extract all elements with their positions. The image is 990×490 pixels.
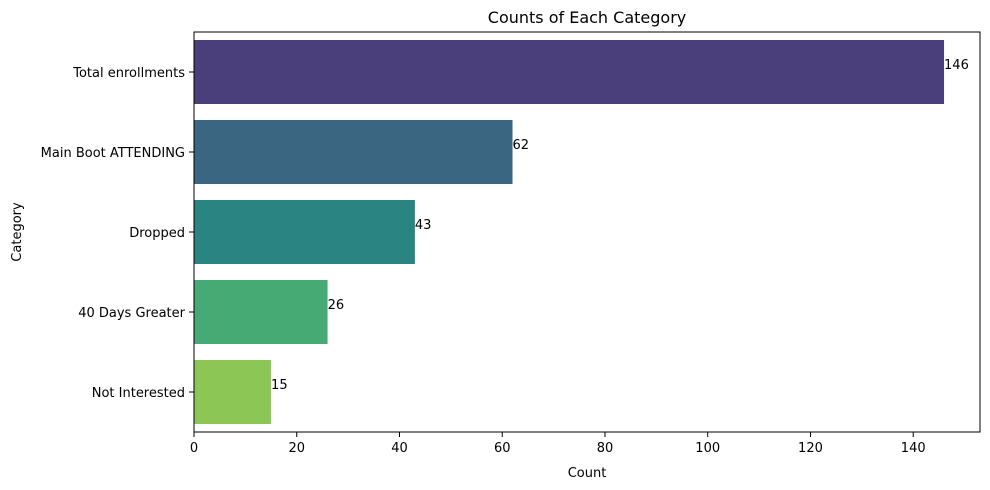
data-labels-group: 146 62 43 26 15 (271, 58, 969, 393)
x-tick-label: 40 (391, 441, 408, 456)
y-tick-label: Main Boot ATTENDING (41, 146, 185, 161)
x-tick-label: 140 (901, 441, 926, 456)
x-axis: 0 20 40 60 80 100 120 140 (190, 432, 926, 456)
x-tick-label: 80 (597, 441, 614, 456)
y-tick-label: Total enrollments (72, 66, 185, 81)
bar (194, 40, 945, 104)
data-label: 62 (513, 138, 530, 153)
bars-group (194, 40, 945, 424)
x-tick-label: 0 (190, 441, 198, 456)
x-tick-label: 100 (695, 441, 720, 456)
x-tick-label: 120 (798, 441, 823, 456)
bar (194, 200, 415, 264)
data-label: 146 (944, 58, 969, 73)
x-tick-label: 60 (494, 441, 511, 456)
data-label: 26 (328, 298, 345, 313)
x-axis-label: Count (568, 466, 607, 481)
y-tick-label: Not Interested (92, 386, 185, 401)
data-label: 15 (271, 378, 288, 393)
y-tick-label: 40 Days Greater (78, 306, 185, 321)
chart-title: Counts of Each Category (488, 8, 686, 27)
y-tick-label: Dropped (129, 226, 185, 241)
y-axis-label: Category (10, 202, 25, 262)
bar (194, 360, 272, 424)
data-label: 43 (415, 218, 432, 233)
bar (194, 120, 513, 184)
y-axis: Total enrollments Main Boot ATTENDING Drop… (41, 66, 194, 401)
plot-frame (193, 31, 981, 433)
x-tick-label: 20 (288, 441, 305, 456)
bar (194, 280, 328, 344)
